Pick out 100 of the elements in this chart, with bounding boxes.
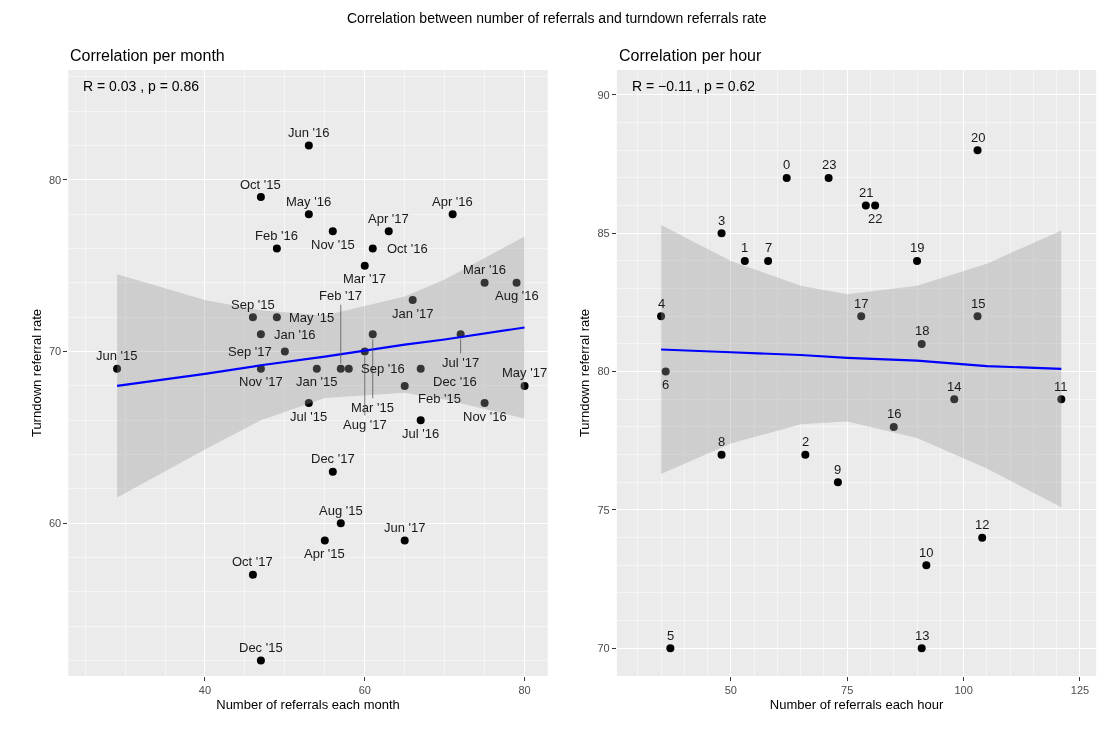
point [666,644,675,653]
text: Correlation between number of referrals and turndown referrals rate [347,10,767,26]
annotation: 3 [718,213,726,228]
point [657,312,666,321]
annotation: Aug '17 [343,417,387,432]
point [280,347,289,356]
annotation: R = 0.03 , p = 0.86 [83,78,200,94]
annotation: Sep '15 [231,297,275,312]
annotation: 8 [718,434,726,449]
point [304,399,313,408]
annotation: Jun '16 [288,125,330,140]
annotation: Jan '16 [274,327,316,342]
point [384,227,393,236]
annotation: 15 [971,296,986,311]
point [973,312,982,321]
annotation: Jul '16 [402,426,440,441]
annotation: Oct '16 [387,241,428,256]
annotation: Oct '15 [240,177,281,192]
annotation: May '17 [502,365,548,380]
point [336,364,345,373]
point [480,278,489,287]
point [368,244,377,253]
point [917,339,926,348]
annotation: Nov '17 [239,374,283,389]
point [764,256,773,265]
annotation: 10 [919,545,934,560]
point [824,173,833,182]
annotation: 16 [887,406,902,421]
annotation: 18 [915,323,930,338]
point [871,201,880,210]
point [408,296,417,305]
point [320,536,329,545]
y-tick-label: 80 [48,173,62,186]
point [400,536,409,545]
annotation: Aug '15 [319,503,363,518]
point [256,656,265,665]
x-tick-label: 75 [841,684,854,697]
annotation: 20 [971,130,986,145]
point [913,256,922,265]
annotation: Dec '17 [311,451,355,466]
point [272,244,281,253]
annotation: 2 [802,434,810,449]
annotation: Dec '16 [433,374,477,389]
point [360,261,369,270]
x-tick-label: 125 [1070,684,1090,697]
y-tick-label: 60 [48,517,62,530]
y-tick-label: 85 [597,227,610,240]
point [336,519,345,528]
point [256,330,265,339]
annotation: Jul '17 [442,355,480,370]
point [861,201,870,210]
point [368,330,377,339]
annotation: Mar '15 [351,400,394,415]
point [782,173,791,182]
point [950,395,959,404]
point [312,364,321,373]
x-tick-label: 100 [954,684,973,697]
point [740,256,749,265]
annotation: 13 [915,628,930,643]
y-tick-label: 75 [597,503,610,516]
annotation: Jan '17 [392,306,434,321]
annotation: Sep '17 [228,344,272,359]
point [520,381,529,390]
annotation: 6 [662,377,670,392]
point [272,313,281,322]
y-axis-title: Turndown referral rate [577,308,593,438]
point [328,467,337,476]
x-tick-label: 60 [358,684,371,697]
point [801,450,810,459]
annotation: Oct '17 [232,554,273,569]
point [973,146,982,155]
point [717,450,726,459]
annotation: 4 [658,296,666,311]
annotation: Apr '17 [368,211,409,226]
annotation: Mar '17 [343,271,386,286]
point [304,210,313,219]
annotation: Aug '16 [495,288,539,303]
annotation: 0 [783,157,791,172]
point [480,399,489,408]
annotation: Jul '15 [290,409,328,424]
point [113,364,122,373]
point [833,478,842,487]
point [889,422,898,431]
annotation: 17 [854,296,869,311]
annotation: 5 [667,628,675,643]
x-tick-label: 80 [518,684,531,697]
point [248,313,257,322]
y-tick-label: 90 [597,88,610,101]
annotation: 22 [868,211,883,226]
annotation: Dec '15 [239,640,283,655]
line-series [659,348,1063,370]
annotation: Nov '15 [311,237,355,252]
point [448,210,457,219]
annotation: May '15 [289,310,335,325]
chart-title: Correlation per hour [619,47,762,64]
point [256,193,265,202]
x-tick-label: 50 [724,684,737,697]
annotation: Feb '17 [319,288,362,303]
x-tick-label: 40 [198,684,212,697]
annotation: 11 [1054,379,1068,394]
